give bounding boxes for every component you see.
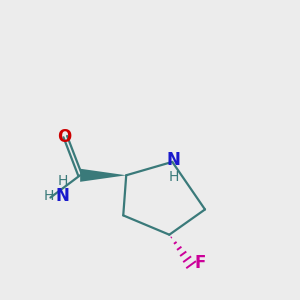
Text: N: N [56, 187, 69, 205]
Text: H: H [57, 174, 68, 188]
Text: F: F [195, 254, 206, 272]
Polygon shape [80, 169, 126, 182]
Text: H: H [44, 189, 54, 203]
Text: H: H [169, 170, 179, 184]
Text: O: O [57, 128, 71, 146]
Text: N: N [167, 152, 181, 169]
